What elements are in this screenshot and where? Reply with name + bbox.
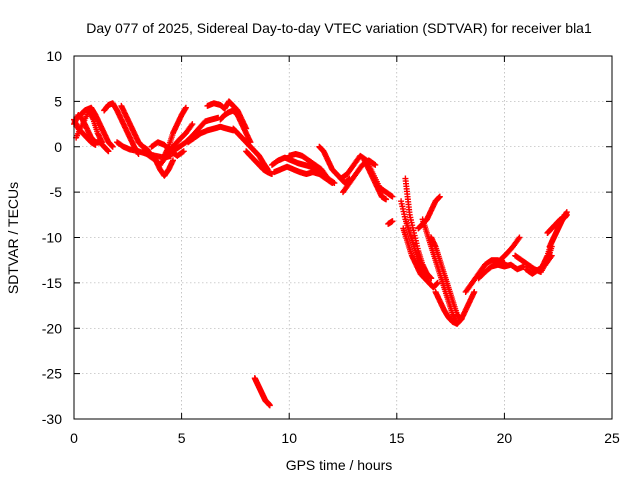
x-tick-label: 10 <box>281 430 297 446</box>
data-series <box>361 157 390 203</box>
y-tick-label: -30 <box>42 411 62 427</box>
data-point <box>563 211 570 218</box>
axis-ticks <box>73 55 613 420</box>
data-point <box>423 270 430 277</box>
y-tick-label: -5 <box>50 184 63 200</box>
data-series <box>428 234 465 323</box>
data-series <box>475 261 527 282</box>
data-series <box>497 234 523 264</box>
x-tick-labels: 0 5 10 15 20 25 <box>70 430 620 446</box>
data-points <box>71 98 570 409</box>
y-tick-label: 0 <box>54 139 62 155</box>
data-series <box>286 151 338 187</box>
x-tick-label: 25 <box>604 430 620 446</box>
data-point <box>516 234 523 241</box>
y-axis-label: SDTVAR / TECUs <box>5 182 21 294</box>
data-point <box>92 141 99 148</box>
data-point <box>182 104 189 111</box>
y-tick-label: -25 <box>42 366 62 382</box>
chart-title: Day 077 of 2025, Sidereal Day-to-day VTE… <box>86 20 592 36</box>
x-tick-label: 20 <box>497 430 513 446</box>
data-point <box>266 402 273 409</box>
data-point <box>389 218 396 225</box>
x-tick-label: 15 <box>389 430 405 446</box>
x-tick-label: 0 <box>70 430 78 446</box>
data-point <box>98 139 105 146</box>
data-series <box>415 193 443 232</box>
data-point <box>389 193 396 200</box>
data-series <box>385 218 396 227</box>
data-point <box>383 196 390 203</box>
y-tick-label: -20 <box>42 320 62 336</box>
data-series <box>101 100 142 158</box>
data-series <box>243 148 275 177</box>
grid-lines <box>74 56 612 419</box>
data-point <box>180 148 187 155</box>
y-tick-label: -15 <box>42 275 62 291</box>
data-series <box>77 104 116 150</box>
data-series <box>271 163 336 187</box>
y-tick-label: 10 <box>46 48 62 64</box>
data-series <box>251 375 273 409</box>
data-series <box>400 225 441 291</box>
data-point <box>372 161 379 168</box>
data-point <box>188 122 195 129</box>
data-series <box>230 125 271 173</box>
data-series <box>432 288 478 327</box>
data-point <box>434 279 441 286</box>
y-tick-label: -10 <box>42 230 62 246</box>
data-series <box>544 211 570 236</box>
data-point <box>109 143 116 150</box>
y-tick-label: 5 <box>54 93 62 109</box>
y-tick-labels: -30 -25 -20 -15 -10 -5 0 5 10 <box>42 48 62 427</box>
data-series <box>316 143 353 187</box>
data-point <box>105 148 112 155</box>
data-point <box>471 288 478 295</box>
data-point <box>515 235 522 242</box>
data-point <box>169 157 176 164</box>
x-axis-label: GPS time / hours <box>286 457 393 473</box>
data-point <box>436 193 443 200</box>
data-series <box>169 114 222 155</box>
data-point <box>189 121 196 128</box>
data-series <box>217 107 254 146</box>
data-point <box>428 275 435 282</box>
x-tick-label: 5 <box>178 430 186 446</box>
data-point <box>331 180 338 187</box>
data-series <box>402 175 430 277</box>
